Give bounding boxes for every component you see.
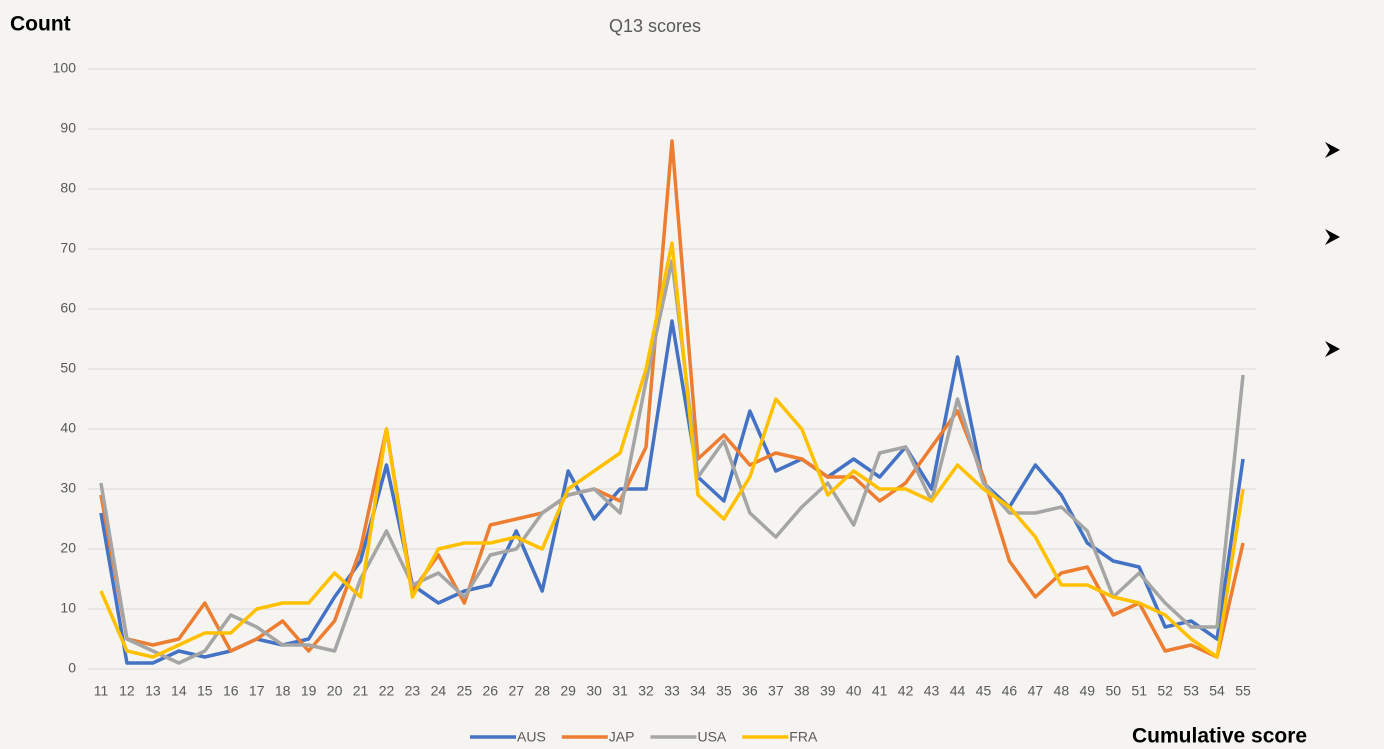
x-tick-label: 16 <box>223 683 239 699</box>
x-tick-label: 39 <box>820 683 836 699</box>
x-tick-label: 22 <box>379 683 395 699</box>
x-tick-label: 53 <box>1183 683 1199 699</box>
legend-label: JAP <box>609 729 635 745</box>
y-tick-label: 60 <box>60 300 76 316</box>
x-tick-label: 14 <box>171 683 187 699</box>
x-tick-label: 28 <box>534 683 550 699</box>
x-tick-label: 44 <box>950 683 966 699</box>
y-tick-label: 40 <box>60 420 76 436</box>
bullet-arrow <box>1325 229 1340 245</box>
y-axis-label: Count <box>10 13 71 36</box>
series-line <box>99 259 1245 665</box>
y-tick-label: 0 <box>68 660 76 676</box>
x-tick-label: 43 <box>924 683 940 699</box>
x-tick-label: 15 <box>197 683 213 699</box>
chart-title: Q13 scores <box>609 16 701 36</box>
legend-label: FRA <box>789 729 818 745</box>
bullet-arrows <box>1325 142 1340 357</box>
x-tick-label: 41 <box>872 683 888 699</box>
bullet-arrow <box>1325 341 1340 357</box>
series-line <box>99 319 1245 665</box>
y-tick-label: 20 <box>60 540 76 556</box>
x-tick-label: 36 <box>742 683 758 699</box>
x-tick-label: 37 <box>768 683 784 699</box>
x-tick-label: 32 <box>638 683 654 699</box>
x-tick-label: 27 <box>508 683 524 699</box>
x-tick-label: 34 <box>690 683 706 699</box>
x-tick-label: 17 <box>249 683 265 699</box>
y-tick-label: 30 <box>60 480 76 496</box>
x-tick-label: 48 <box>1054 683 1070 699</box>
x-tick-label: 25 <box>457 683 473 699</box>
x-tick-label: 20 <box>327 683 343 699</box>
x-tick-label: 49 <box>1079 683 1095 699</box>
x-tick-label: 52 <box>1157 683 1173 699</box>
x-tick-label: 26 <box>483 683 499 699</box>
legend-label: AUS <box>517 729 546 745</box>
x-tick-label: 40 <box>846 683 862 699</box>
x-axis-label: Cumulative score <box>1132 725 1307 748</box>
x-tick-label: 21 <box>353 683 369 699</box>
x-tick-label: 46 <box>1002 683 1018 699</box>
y-tick-label: 80 <box>60 180 76 196</box>
y-tick-label: 50 <box>60 360 76 376</box>
x-tick-label: 29 <box>560 683 576 699</box>
x-tick-label: 47 <box>1028 683 1044 699</box>
x-tick-label: 54 <box>1209 683 1225 699</box>
series-line <box>99 241 1245 659</box>
x-tick-label: 23 <box>405 683 421 699</box>
x-tick-label: 33 <box>664 683 680 699</box>
x-tick-label: 24 <box>431 683 447 699</box>
y-tick-label: 90 <box>60 120 76 136</box>
x-tick-label: 30 <box>586 683 602 699</box>
legend-label: USA <box>697 729 726 745</box>
x-tick-label: 42 <box>898 683 914 699</box>
x-tick-label: 55 <box>1235 683 1251 699</box>
series-line <box>99 139 1245 659</box>
x-tick-label: 18 <box>275 683 291 699</box>
x-tick-label: 11 <box>94 683 109 699</box>
x-tick-label: 19 <box>301 683 317 699</box>
x-tick-label: 13 <box>145 683 161 699</box>
x-tick-label: 31 <box>612 683 628 699</box>
x-tick-label: 38 <box>794 683 810 699</box>
y-tick-label: 70 <box>60 240 76 256</box>
x-tick-label: 50 <box>1105 683 1121 699</box>
x-tick-label: 12 <box>119 683 135 699</box>
y-tick-label: 100 <box>53 60 77 76</box>
x-tick-label: 35 <box>716 683 732 699</box>
x-tick-label: 45 <box>976 683 992 699</box>
bullet-arrow <box>1325 142 1340 158</box>
y-tick-label: 10 <box>60 600 76 616</box>
x-tick-label: 51 <box>1131 683 1147 699</box>
